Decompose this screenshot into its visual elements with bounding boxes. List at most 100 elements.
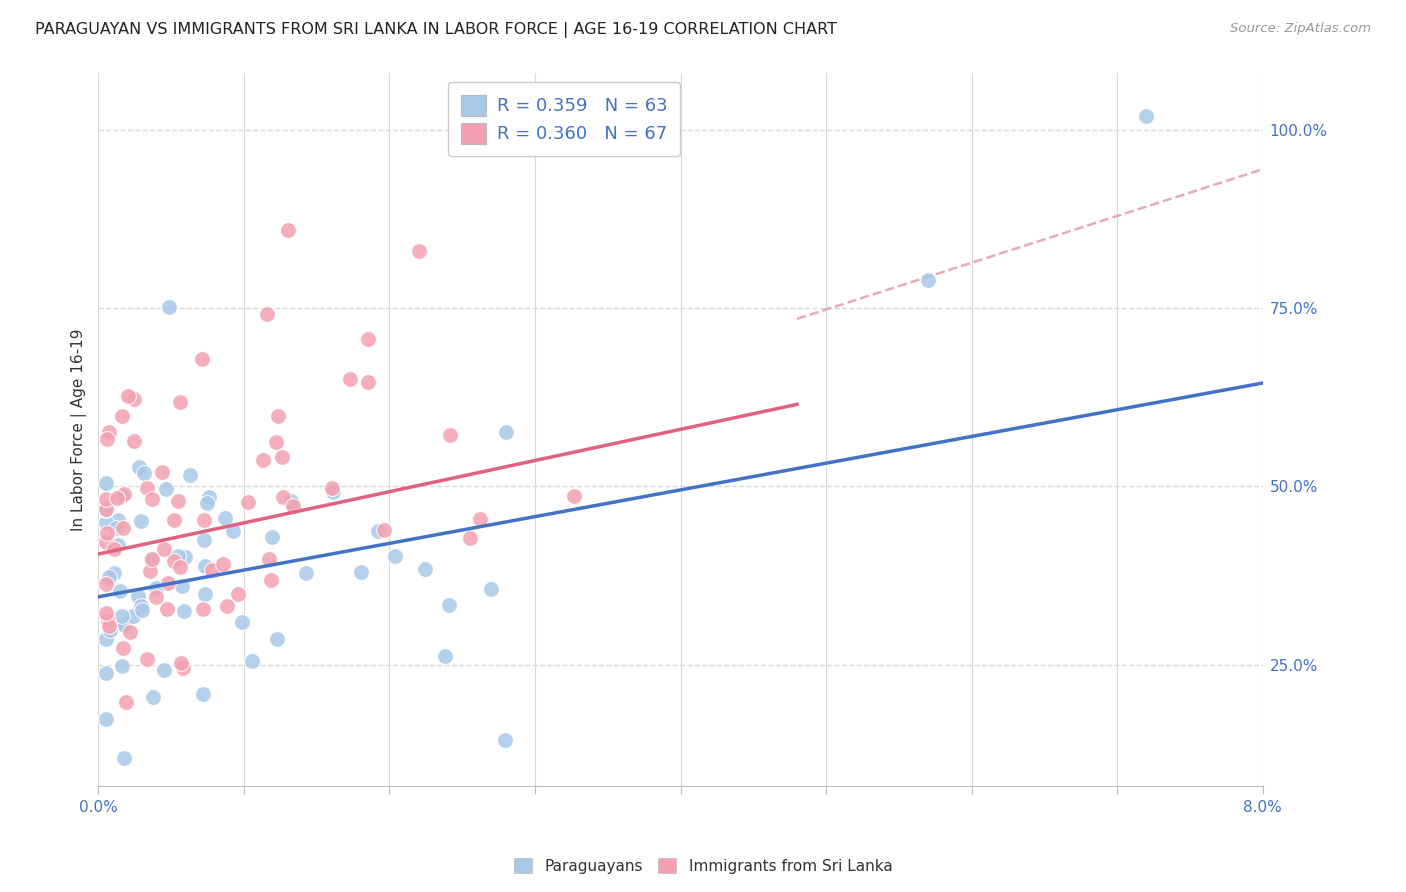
Point [115,618,138,632]
Point [277,223,299,237]
Point [111,609,134,624]
Point [112,751,135,765]
Point [97,614,120,628]
Point [172,579,194,593]
Point [273,490,295,504]
Point [94,503,117,517]
Point [142,690,165,705]
Point [193,513,215,527]
Point [281,499,304,513]
Point [96,525,118,540]
Point [94,665,117,680]
Point [105,491,128,505]
Point [107,513,129,527]
Point [179,468,201,483]
Point [141,492,163,507]
Point [252,453,274,467]
Point [169,394,191,409]
Point [191,351,214,366]
Point [295,566,318,581]
Point [433,648,456,663]
Point [201,563,224,577]
Point [94,476,117,491]
Point [153,663,176,677]
Point [221,524,243,538]
Point [170,656,193,670]
Point [280,493,302,508]
Point [562,489,585,503]
Point [264,435,287,450]
Point [96,632,118,647]
Text: PARAGUAYAN VS IMMIGRANTS FROM SRI LANKA IN LABOR FORCE | AGE 16-19 CORRELATION C: PARAGUAYAN VS IMMIGRANTS FROM SRI LANKA … [35,22,837,38]
Point [367,524,389,538]
Point [150,465,173,479]
Point [155,483,177,497]
Legend: R = 0.359   N = 63, R = 0.360   N = 67: R = 0.359 N = 63, R = 0.360 N = 67 [449,82,681,156]
Point [122,434,145,448]
Point [94,491,117,506]
Point [94,576,117,591]
Point [110,409,132,423]
Point [211,557,233,571]
Point [167,549,190,564]
Point [129,514,152,528]
Point [104,521,127,535]
Point [94,534,117,549]
Point [470,512,492,526]
Point [96,432,118,446]
Point [97,619,120,633]
Point [111,641,134,656]
Point [197,490,219,504]
Point [270,450,292,464]
Point [108,584,131,599]
Text: Source: ZipAtlas.com: Source: ZipAtlas.com [1230,22,1371,36]
Point [215,599,238,614]
Point [127,589,149,603]
Point [94,501,117,516]
Point [169,559,191,574]
Point [231,615,253,629]
Point [191,602,214,616]
Point [135,652,157,666]
Point [260,573,283,587]
Point [141,551,163,566]
Point [479,116,502,130]
Point [97,425,120,439]
Point [259,551,281,566]
Point [408,244,430,259]
Point [173,604,195,618]
Point [267,409,290,423]
Point [128,459,150,474]
Point [357,375,380,389]
Point [134,467,156,481]
Legend: Paraguayans, Immigrants from Sri Lanka: Paraguayans, Immigrants from Sri Lanka [508,852,898,880]
Point [262,530,284,544]
Point [145,591,167,605]
Point [112,617,135,632]
Point [357,333,380,347]
Point [94,515,117,529]
Point [107,539,129,553]
Point [98,570,121,584]
Y-axis label: In Labor Force | Age 16-19: In Labor Force | Age 16-19 [72,328,87,531]
Point [256,307,278,321]
Point [98,623,121,637]
Point [94,712,117,726]
Point [439,427,461,442]
Point [195,496,218,510]
Point [118,624,141,639]
Point [157,301,180,315]
Point [191,687,214,701]
Point [266,632,288,647]
Point [111,489,134,503]
Point [373,523,395,537]
Point [145,581,167,595]
Point [156,575,179,590]
Point [495,425,517,439]
Point [479,582,502,597]
Point [135,481,157,495]
Point [349,566,371,580]
Point [322,484,344,499]
Point [117,389,139,403]
Point [494,732,516,747]
